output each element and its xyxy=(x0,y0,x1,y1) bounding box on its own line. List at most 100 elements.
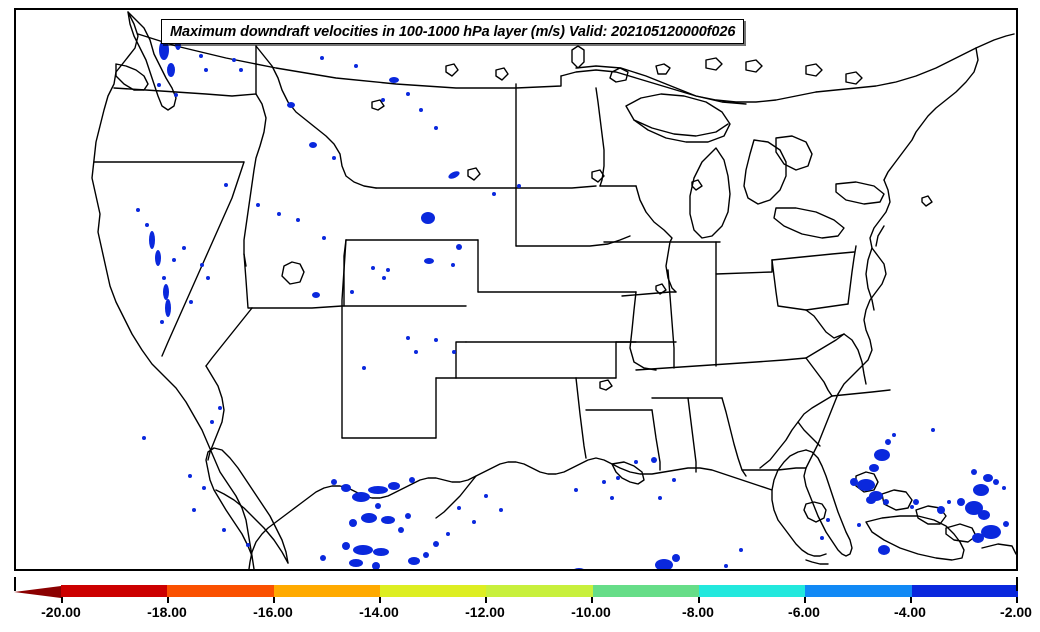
data-patch xyxy=(616,476,620,480)
baja-california xyxy=(205,447,289,564)
data-patch xyxy=(574,488,578,492)
co-west-border xyxy=(341,239,347,307)
mo-ia-border xyxy=(621,291,677,297)
sd-ne-border xyxy=(515,235,631,247)
data-patch xyxy=(993,479,999,485)
colorbar-segment xyxy=(699,585,806,597)
canada-lakes-region xyxy=(575,65,747,105)
colorbar-tick xyxy=(273,597,275,603)
small-lake-7 xyxy=(495,67,509,81)
cuba xyxy=(865,515,965,561)
colorbar-segment xyxy=(486,585,593,597)
data-patch xyxy=(349,519,357,527)
data-patch xyxy=(320,555,326,561)
figure-title-box: Maximum downdraft velocities in 100-1000… xyxy=(161,19,745,44)
small-lake-12 xyxy=(599,379,613,391)
colorbar-left-end-cap xyxy=(14,577,16,591)
data-patch xyxy=(381,98,385,102)
data-patch xyxy=(913,499,919,505)
ca-az-border xyxy=(205,365,225,461)
data-patch xyxy=(971,469,977,475)
data-patch xyxy=(353,545,373,555)
colorbar-tick xyxy=(485,597,487,603)
data-patch xyxy=(322,236,326,240)
florida-peninsula xyxy=(803,449,853,557)
data-patch xyxy=(878,545,890,555)
oh-pa-border xyxy=(771,259,807,311)
data-patch xyxy=(373,548,389,556)
data-patch xyxy=(405,513,411,519)
ut-co-border xyxy=(343,239,347,307)
data-patch xyxy=(381,516,395,524)
data-patch xyxy=(320,56,324,60)
data-patch xyxy=(167,63,175,77)
data-patch xyxy=(200,263,204,267)
data-patch xyxy=(332,156,336,160)
florida-keys xyxy=(805,559,829,565)
wa-or-border xyxy=(113,87,257,97)
data-patch xyxy=(349,559,363,567)
data-patch xyxy=(931,428,935,432)
mid-atlantic-coast xyxy=(837,179,891,395)
data-patch xyxy=(869,464,879,472)
data-patch xyxy=(651,457,657,463)
map-geography xyxy=(91,11,1016,569)
colorbar-segment xyxy=(167,585,274,597)
data-patch xyxy=(382,276,386,280)
or-id-border xyxy=(243,93,267,267)
pa-north xyxy=(771,251,855,261)
data-patch xyxy=(957,498,965,506)
tn-nc-border xyxy=(805,357,833,397)
data-patch xyxy=(388,482,400,490)
puget-sound xyxy=(127,11,177,111)
data-patch xyxy=(136,208,140,212)
data-patch xyxy=(342,542,350,550)
nd-sd-border xyxy=(515,185,597,189)
colorbar-tick-label: -12.00 xyxy=(465,604,505,620)
data-patch xyxy=(739,548,743,552)
tn-ky-border xyxy=(635,357,807,371)
ky-va-border xyxy=(805,333,845,359)
colorbar-tick xyxy=(591,597,593,603)
data-patch xyxy=(883,499,889,505)
data-patch xyxy=(983,474,993,482)
downdraft-velocity-data xyxy=(136,38,1009,569)
data-patch xyxy=(246,543,250,547)
data-patch xyxy=(973,484,989,496)
bahamas-4 xyxy=(945,523,977,543)
data-patch xyxy=(434,338,438,342)
colorbar-tick-label: -2.00 xyxy=(1000,604,1032,620)
data-patch xyxy=(981,525,1001,539)
tx-ok-panhandle xyxy=(455,341,467,379)
map-panel: Maximum downdraft velocities in 100-1000… xyxy=(14,8,1018,571)
data-patch xyxy=(972,533,984,543)
al-ga-border xyxy=(721,397,747,477)
data-patch xyxy=(421,212,435,224)
small-lake-9 xyxy=(467,167,481,181)
data-patch xyxy=(162,276,166,280)
data-patch xyxy=(892,433,896,437)
new-england-coast xyxy=(883,47,979,181)
colorbar-tick xyxy=(379,597,381,603)
ia-il-border xyxy=(665,241,677,293)
nv-az-border xyxy=(205,307,253,367)
data-patch xyxy=(155,250,161,266)
data-patch xyxy=(937,506,945,514)
lake-superior-north xyxy=(625,93,731,143)
data-patch xyxy=(517,184,521,188)
data-patch xyxy=(672,478,676,482)
small-lake-8 xyxy=(371,99,385,111)
lake-ontario xyxy=(835,181,885,205)
data-patch xyxy=(149,231,155,249)
data-patch xyxy=(820,536,824,540)
data-patch xyxy=(857,479,875,491)
data-patch xyxy=(160,320,164,324)
lake-of-the-woods xyxy=(609,67,629,83)
data-patch xyxy=(672,554,680,562)
data-patch xyxy=(172,258,176,262)
small-lake-10 xyxy=(591,169,605,183)
data-patch xyxy=(423,552,429,558)
data-patch xyxy=(484,494,488,498)
mn-wi-border xyxy=(635,185,673,243)
